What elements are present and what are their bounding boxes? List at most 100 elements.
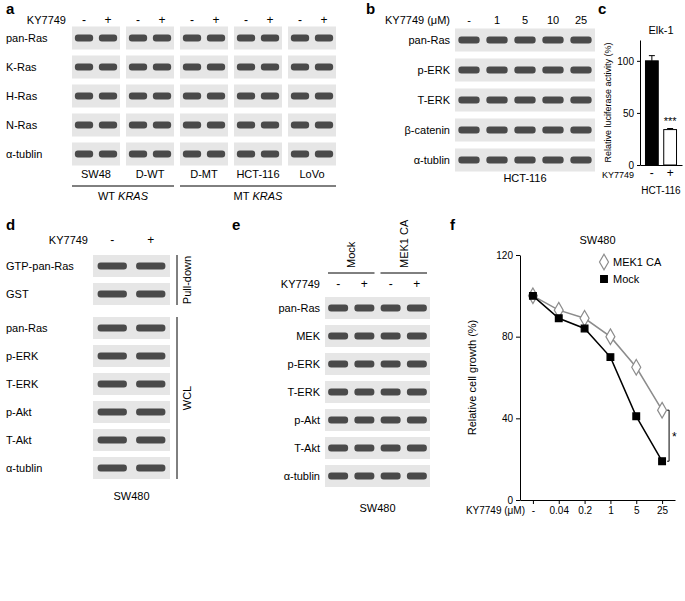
blot-band	[486, 37, 507, 44]
series-marker	[528, 288, 537, 304]
x-tick: 0.04	[550, 500, 570, 516]
blot-band	[407, 445, 427, 452]
blot-band	[315, 122, 333, 129]
error-stem	[651, 56, 652, 61]
blot-band	[99, 151, 117, 158]
lane-label: +	[147, 233, 154, 247]
blot-strip	[180, 56, 228, 79]
blot-strip	[93, 255, 170, 277]
blot-band	[261, 64, 279, 71]
cell-line: D-WT	[136, 168, 165, 180]
lane-label: 1	[494, 14, 500, 26]
plot-marks	[645, 56, 676, 165]
blot-band	[458, 97, 479, 104]
blot-band	[570, 127, 591, 134]
blot-band	[542, 157, 563, 164]
blot-band	[136, 409, 165, 416]
blot-band	[381, 445, 401, 452]
cell-line: SW480	[113, 490, 149, 502]
x-tick-mark	[533, 500, 534, 504]
lane-label: -	[298, 13, 302, 27]
blot-band	[407, 305, 427, 312]
blot-band	[354, 389, 374, 396]
row-label: GTP-pan-Ras	[6, 260, 74, 272]
error-cap	[667, 128, 673, 129]
panel-letter: a	[6, 0, 15, 17]
x-tick-label: 0.2	[578, 505, 592, 516]
blot-band	[328, 389, 348, 396]
blot-band	[570, 97, 591, 104]
blot-band	[354, 333, 374, 340]
series-line	[533, 296, 662, 461]
row-label: pan-Ras	[278, 302, 320, 314]
series-marker	[530, 292, 537, 299]
blot-band	[183, 64, 201, 71]
blot-background	[180, 85, 228, 108]
panel-letter: c	[598, 0, 606, 17]
row-label: α-tublin	[284, 470, 320, 482]
blot-band	[315, 64, 333, 71]
section-bracket	[177, 317, 178, 479]
blot-background	[288, 85, 336, 108]
y-tick: 40	[502, 413, 520, 424]
blot-strip	[325, 325, 430, 347]
x-axis-line	[521, 500, 676, 501]
blot-band	[153, 93, 171, 100]
blot-background	[325, 325, 430, 347]
blot-strip	[288, 143, 336, 166]
blot-background	[288, 114, 336, 137]
x-tick-mark	[610, 500, 611, 504]
legend-marker	[601, 276, 608, 283]
blot-background	[93, 373, 170, 395]
condition-line	[328, 273, 375, 274]
blot-band	[486, 97, 507, 104]
row-label: p-ERK	[418, 64, 451, 76]
lane-label: -	[467, 14, 471, 26]
y-tick-mark	[516, 337, 520, 338]
y-axis-line	[520, 256, 521, 501]
lane-label: -	[110, 233, 114, 247]
blot-band	[99, 64, 117, 71]
blot-band	[136, 291, 165, 298]
blot-band	[486, 67, 507, 74]
blot-band	[183, 122, 201, 129]
group-label: MT KRAS	[234, 190, 284, 202]
blot-strip	[126, 114, 174, 137]
blot-band	[207, 122, 225, 129]
group-gene: KRAS	[118, 190, 149, 202]
x-tick-label: -	[650, 166, 654, 180]
lane-label: -	[336, 277, 340, 291]
y-tick-label: 80	[502, 331, 514, 342]
lane-label: -	[244, 13, 248, 27]
blot-band	[75, 151, 93, 158]
blot-band	[237, 64, 255, 71]
row-label: p-ERK	[6, 350, 39, 362]
blot-band	[75, 93, 93, 100]
blot-band	[136, 353, 165, 360]
legend-marker	[600, 254, 609, 270]
blot-background	[234, 56, 282, 79]
blot-background	[126, 56, 174, 79]
series-marker	[633, 413, 640, 420]
blot-strip	[126, 143, 174, 166]
blot-band	[237, 35, 255, 42]
y-tick: 50	[623, 108, 640, 119]
blot-band	[381, 333, 401, 340]
blot-strip	[72, 114, 120, 137]
x-tick-mark	[636, 500, 637, 504]
blot-band	[315, 93, 333, 100]
blot-strip	[288, 114, 336, 137]
blot-band	[542, 97, 563, 104]
blot-strip	[72, 143, 120, 166]
y-tick-label: 40	[502, 413, 514, 424]
blot-band	[99, 93, 117, 100]
blot-band	[315, 35, 333, 42]
x-tick: +	[667, 165, 674, 180]
x-tick: 5	[634, 500, 640, 516]
lane-label: +	[361, 277, 368, 291]
row-label: α-tublin	[414, 154, 450, 166]
blot-band	[129, 93, 147, 100]
annotation: ***	[664, 115, 678, 127]
blot-band	[75, 122, 93, 129]
blot-strip	[325, 409, 430, 431]
